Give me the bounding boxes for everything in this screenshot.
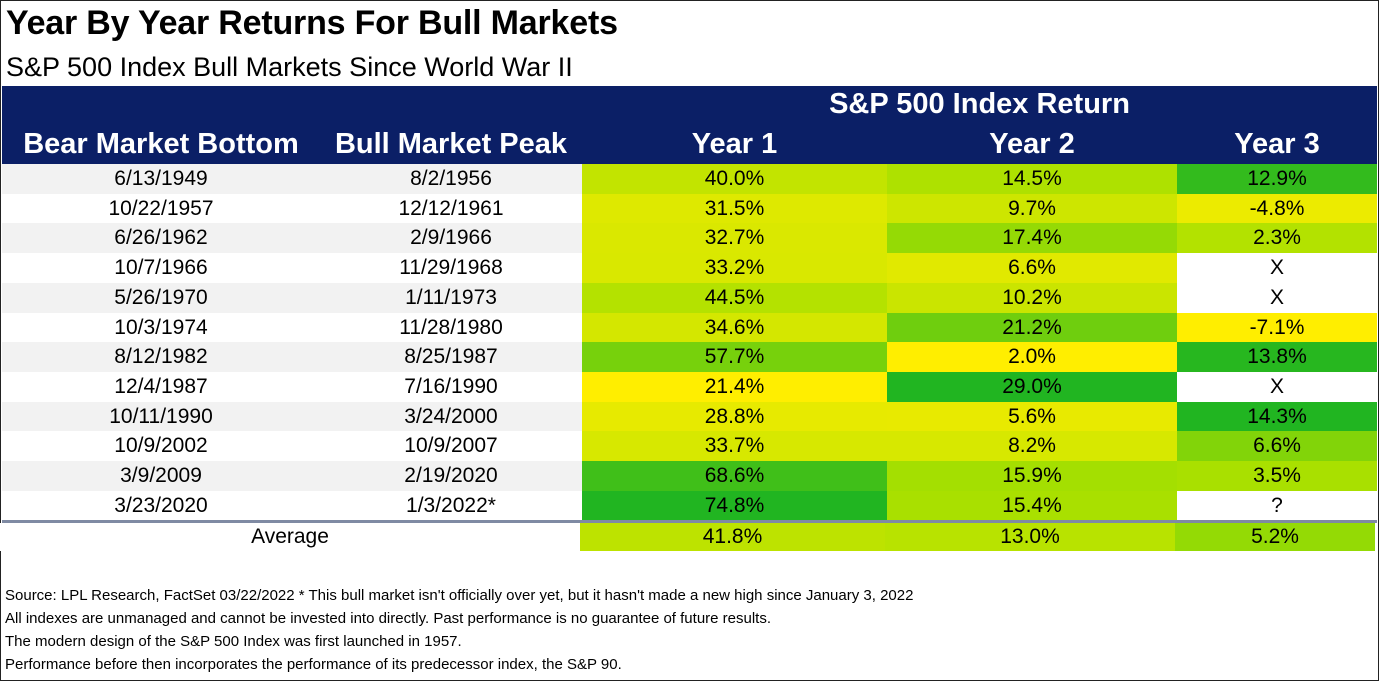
year-2-return-cell: 6.6% [887, 253, 1177, 284]
footnote-source: Source: LPL Research, FactSet 03/22/2022… [5, 587, 914, 604]
bear-market-bottom-cell: 3/9/2009 [2, 461, 320, 491]
table-row: 6/26/1962 2/9/1966 32.7% 17.4% 2.3% [2, 223, 1377, 254]
year-3-return-cell: 13.8% [1177, 342, 1377, 373]
year-2-return-cell: 29.0% [887, 371, 1177, 402]
year-3-return-cell: -4.8% [1177, 193, 1377, 224]
table-row: 10/22/1957 12/12/1961 31.5% 9.7% -4.8% [2, 193, 1377, 224]
year-2-return-cell: 2.0% [887, 342, 1177, 373]
table-row: 10/11/1990 3/24/2000 28.8% 5.6% 14.3% [2, 401, 1377, 432]
average-row: Average 41.8% 13.0% 5.2% [0, 523, 1375, 551]
bull-market-peak-cell: 7/16/1990 [320, 371, 582, 402]
year-1-return-cell: 44.5% [582, 282, 887, 313]
year-1-return-cell: 34.6% [582, 312, 887, 343]
table-row: 10/9/2002 10/9/2007 33.7% 8.2% 6.6% [2, 431, 1377, 462]
bull-market-peak-cell: 8/25/1987 [320, 342, 582, 373]
table-row: 3/9/2009 2/19/2020 68.6% 15.9% 3.5% [2, 461, 1377, 491]
table-row: 5/26/1970 1/11/1973 44.5% 10.2% X [2, 282, 1377, 313]
table-row: 6/13/1949 8/2/1956 40.0% 14.5% 12.9% [2, 164, 1377, 194]
bull-market-peak-cell: 8/2/1956 [320, 164, 582, 194]
footnote-disclaimer: All indexes are unmanaged and cannot be … [5, 610, 772, 627]
year-3-return-cell: X [1177, 371, 1377, 402]
column-header-year-3: Year 3 [1234, 128, 1320, 160]
bear-market-bottom-cell: 6/13/1949 [2, 164, 320, 194]
year-2-return-cell: 17.4% [887, 223, 1177, 254]
average-label: Average [0, 523, 580, 551]
year-3-return-cell: 14.3% [1177, 401, 1377, 432]
year-3-return-cell: ? [1177, 490, 1377, 521]
table-row: 8/12/1982 8/25/1987 57.7% 2.0% 13.8% [2, 342, 1377, 373]
bull-market-peak-cell: 2/19/2020 [320, 461, 582, 491]
table-row: 3/23/2020 1/3/2022* 74.8% 15.4%? [2, 490, 1377, 521]
year-1-return-cell: 21.4% [582, 371, 887, 402]
bull-market-peak-cell: 11/28/1980 [320, 312, 582, 343]
year-3-return-cell: 6.6% [1177, 431, 1377, 462]
year-1-return-cell: 40.0% [582, 164, 887, 194]
year-2-return-cell: 5.6% [887, 401, 1177, 432]
bear-market-bottom-cell: 8/12/1982 [2, 342, 320, 373]
footnotes: Source: LPL Research, FactSet 03/22/2022… [5, 584, 913, 676]
column-header-bear-bottom: Bear Market Bottom [23, 128, 299, 160]
bear-market-bottom-cell: 10/3/1974 [2, 312, 320, 343]
year-1-return-cell: 74.8% [582, 490, 887, 521]
table-header: S&P 500 Index Return Bear Market Bottom … [2, 86, 1377, 164]
year-2-return-cell: 15.9% [887, 461, 1177, 491]
year-2-return-cell: 9.7% [887, 193, 1177, 224]
bear-market-bottom-cell: 10/9/2002 [2, 431, 320, 462]
bull-market-peak-cell: 3/24/2000 [320, 401, 582, 432]
year-3-return-cell: X [1177, 253, 1377, 284]
bear-market-bottom-cell: 10/11/1990 [2, 401, 320, 432]
bull-market-peak-cell: 11/29/1968 [320, 253, 582, 284]
year-1-return-cell: 32.7% [582, 223, 887, 254]
year-3-return-cell: X [1177, 282, 1377, 313]
year-2-return-cell: 8.2% [887, 431, 1177, 462]
bull-market-peak-cell: 12/12/1961 [320, 193, 582, 224]
average-year-1: 41.8% [580, 523, 885, 551]
bull-market-peak-cell: 2/9/1966 [320, 223, 582, 254]
year-1-return-cell: 57.7% [582, 342, 887, 373]
year-1-return-cell: 28.8% [582, 401, 887, 432]
bull-market-peak-cell: 1/11/1973 [320, 282, 582, 313]
year-2-return-cell: 14.5% [887, 164, 1177, 194]
column-group-label: S&P 500 Index Return [829, 88, 1130, 120]
column-header-year-1: Year 1 [691, 128, 778, 160]
column-header-year-2: Year 2 [989, 128, 1075, 160]
year-1-return-cell: 33.2% [582, 253, 887, 284]
bear-market-bottom-cell: 3/23/2020 [2, 490, 320, 521]
year-3-return-cell: 12.9% [1177, 164, 1377, 194]
year-2-return-cell: 10.2% [887, 282, 1177, 313]
chart-subtitle: S&P 500 Index Bull Markets Since World W… [6, 52, 573, 82]
average-divider [2, 520, 1377, 523]
year-1-return-cell: 31.5% [582, 193, 887, 224]
table-row: 10/3/1974 11/28/1980 34.6% 21.2% -7.1% [2, 312, 1377, 343]
year-1-return-cell: 68.6% [582, 461, 887, 491]
bear-market-bottom-cell: 10/7/1966 [2, 253, 320, 284]
bull-market-peak-cell: 1/3/2022* [320, 490, 582, 521]
bear-market-bottom-cell: 5/26/1970 [2, 282, 320, 313]
chart-title: Year By Year Returns For Bull Markets [6, 4, 618, 42]
bear-market-bottom-cell: 10/22/1957 [2, 193, 320, 224]
bear-market-bottom-cell: 6/26/1962 [2, 223, 320, 254]
column-header-bull-peak: Bull Market Peak [334, 128, 568, 160]
footnote-predecessor: Performance before then incorporates the… [5, 656, 622, 673]
table-row: 10/7/1966 11/29/1968 33.2% 6.6% X [2, 253, 1377, 284]
year-3-return-cell: 2.3% [1177, 223, 1377, 254]
bull-market-peak-cell: 10/9/2007 [320, 431, 582, 462]
year-2-return-cell: 15.4% [887, 490, 1177, 521]
year-1-return-cell: 33.7% [582, 431, 887, 462]
year-3-return-cell: -7.1% [1177, 312, 1377, 343]
bear-market-bottom-cell: 12/4/1987 [2, 371, 320, 402]
average-year-2: 13.0% [885, 523, 1175, 551]
average-year-3: 5.2% [1175, 523, 1375, 551]
year-2-return-cell: 21.2% [887, 312, 1177, 343]
footnote-index-history: The modern design of the S&P 500 Index w… [5, 633, 462, 650]
table-row: 12/4/1987 7/16/1990 21.4% 29.0% X [2, 371, 1377, 402]
year-3-return-cell: 3.5% [1177, 461, 1377, 491]
